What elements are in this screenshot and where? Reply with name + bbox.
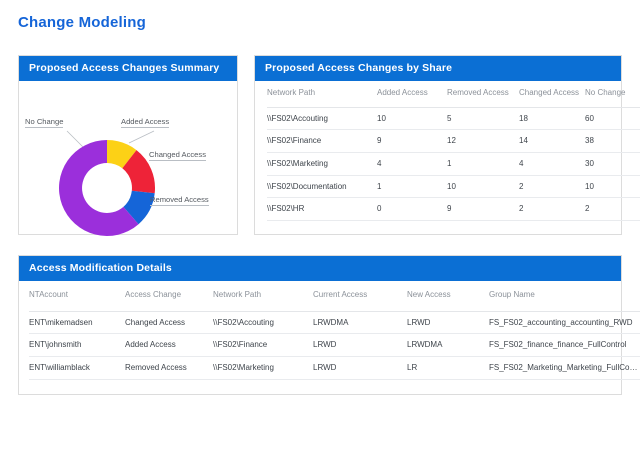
- table-row[interactable]: \\FS02\HR 0 9 2 2: [267, 197, 640, 221]
- share-cell-3: 2: [519, 197, 585, 221]
- details-cell-5: FS_FS02_Marketing_Marketing_FullControl: [489, 356, 640, 380]
- page-title: Change Modeling: [18, 14, 146, 31]
- table-row[interactable]: \\FS02\Marketing 4 1 4 30: [267, 152, 640, 176]
- details-cell-2: \\FS02\Accouting: [213, 311, 313, 335]
- share-col-0: Network Path: [267, 81, 377, 108]
- table-row[interactable]: ENT\johnsmith Added Access \\FS02\Finance L…: [29, 333, 640, 358]
- access-changes-donut-chart: No Change Added Access Changed Access Re…: [19, 81, 237, 237]
- donut-slice-no-change: [59, 140, 139, 237]
- chart-label-removed-access: Removed Access: [150, 195, 209, 207]
- share-table: Network Path Added Access Removed Access Ch…: [267, 81, 640, 221]
- details-cell-4: LRWDMA: [407, 333, 489, 358]
- details-cell-5: FS_FS02_accounting_accounting_RWD: [489, 311, 640, 335]
- table-row[interactable]: ENT\williamblack Removed Access \\FS02\Mar…: [29, 356, 640, 380]
- table-row[interactable]: \\FS02\Accouting 10 5 18 60: [267, 107, 640, 131]
- share-cell-2: 5: [447, 107, 519, 131]
- share-col-4: No Change: [585, 81, 640, 108]
- share-cell-0: \\FS02\Marketing: [267, 152, 377, 176]
- donut-slice-removed-access: [123, 190, 155, 225]
- share-cell-4: 60: [585, 107, 640, 131]
- details-cell-1: Added Access: [125, 333, 213, 358]
- share-cell-2: 10: [447, 175, 519, 199]
- share-cell-1: 0: [377, 197, 447, 221]
- share-col-2: Removed Access: [447, 81, 519, 108]
- details-cell-3: LRWDMA: [313, 311, 407, 335]
- table-row[interactable]: \\FS02\Documentation 1 10 2 10: [267, 175, 640, 199]
- share-cell-1: 10: [377, 107, 447, 131]
- details-cell-0: ENT\mikemadsen: [29, 311, 125, 335]
- share-cell-3: 18: [519, 107, 585, 131]
- details-cell-0: ENT\williamblack: [29, 356, 125, 380]
- details-cell-4: LRWD: [407, 311, 489, 335]
- details-cell-5: FS_FS02_finance_finance_FullControl: [489, 333, 640, 358]
- share-table-body: \\FS02\Accouting 10 5 18 60 \\FS02\Finance 9 12…: [267, 107, 640, 221]
- share-cell-1: 4: [377, 152, 447, 176]
- donut-chart-svg: [59, 130, 155, 237]
- share-col-3: Changed Access: [519, 81, 585, 108]
- summary-card-header: Proposed Access Changes Summary: [19, 56, 237, 82]
- details-col-4: New Access: [407, 281, 489, 312]
- share-cell-0: \\FS02\Accouting: [267, 107, 377, 131]
- chart-label-added-access: Added Access: [121, 117, 170, 129]
- chart-label-changed-access: Changed Access: [149, 150, 206, 162]
- details-cell-3: LRWD: [313, 333, 407, 358]
- share-cell-2: 12: [447, 129, 519, 154]
- share-cell-4: 10: [585, 175, 640, 199]
- table-row[interactable]: ENT\mikemadsen Changed Access \\FS02\Accou…: [29, 311, 640, 335]
- details-cell-3: LRWD: [313, 356, 407, 380]
- details-table-head: NTAccount Access Change Network Path Curren…: [29, 281, 640, 312]
- donut-slice-changed-access: [122, 150, 155, 194]
- share-table-head: Network Path Added Access Removed Access Ch…: [267, 81, 640, 108]
- details-col-1: Access Change: [125, 281, 213, 312]
- access-modification-details-card: Access Modification Details NTAccount Acc…: [18, 255, 640, 395]
- share-card-header: Proposed Access Changes by Share: [255, 56, 621, 82]
- details-table-body: ENT\mikemadsen Changed Access \\FS02\Accou…: [29, 311, 640, 380]
- donut-segments: [59, 140, 155, 237]
- share-table-header-row: Network Path Added Access Removed Access Ch…: [267, 81, 640, 108]
- details-card-header: Access Modification Details: [19, 256, 621, 282]
- details-card-body: NTAccount Access Change Network Path Curren…: [19, 281, 640, 380]
- share-cell-3: 2: [519, 175, 585, 199]
- details-table-header-row: NTAccount Access Change Network Path Curren…: [29, 281, 640, 312]
- details-cell-1: Removed Access: [125, 356, 213, 380]
- details-cell-4: LR: [407, 356, 489, 380]
- details-col-0: NTAccount: [29, 281, 125, 312]
- share-cell-1: 9: [377, 129, 447, 154]
- share-cell-3: 4: [519, 152, 585, 176]
- details-table-wrap: NTAccount Access Change Network Path Curren…: [19, 281, 640, 380]
- details-cell-0: ENT\johnsmith: [29, 333, 125, 358]
- share-cell-0: \\FS02\Finance: [267, 129, 377, 154]
- share-col-1: Added Access: [377, 81, 447, 108]
- chart-label-no-change: No Change: [25, 117, 64, 129]
- share-cell-1: 1: [377, 175, 447, 199]
- share-cell-3: 14: [519, 129, 585, 154]
- share-cell-4: 2: [585, 197, 640, 221]
- share-cell-4: 38: [585, 129, 640, 154]
- details-cell-2: \\FS02\Marketing: [213, 356, 313, 380]
- donut-slice-added-access: [107, 140, 137, 169]
- share-cell-2: 9: [447, 197, 519, 221]
- share-cell-2: 1: [447, 152, 519, 176]
- details-cell-2: \\FS02\Finance: [213, 333, 313, 358]
- share-cell-0: \\FS02\HR: [267, 197, 377, 221]
- summary-card-body: No Change Added Access Changed Access Re…: [19, 81, 237, 237]
- table-row[interactable]: \\FS02\Finance 9 12 14 38: [267, 129, 640, 154]
- share-cell-4: 30: [585, 152, 640, 176]
- details-col-3: Current Access: [313, 281, 407, 312]
- proposed-access-changes-by-share-card: Proposed Access Changes by Share Network…: [254, 55, 640, 235]
- proposed-access-changes-summary-card: Proposed Access Changes Summary: [18, 55, 238, 237]
- details-col-5: Group Name: [489, 281, 640, 312]
- details-cell-1: Changed Access: [125, 311, 213, 335]
- details-col-2: Network Path: [213, 281, 313, 312]
- share-table-wrap: Network Path Added Access Removed Access Ch…: [255, 81, 640, 221]
- details-table: NTAccount Access Change Network Path Curren…: [29, 281, 640, 380]
- share-cell-0: \\FS02\Documentation: [267, 175, 377, 199]
- share-card-body: Network Path Added Access Removed Access Ch…: [255, 81, 640, 221]
